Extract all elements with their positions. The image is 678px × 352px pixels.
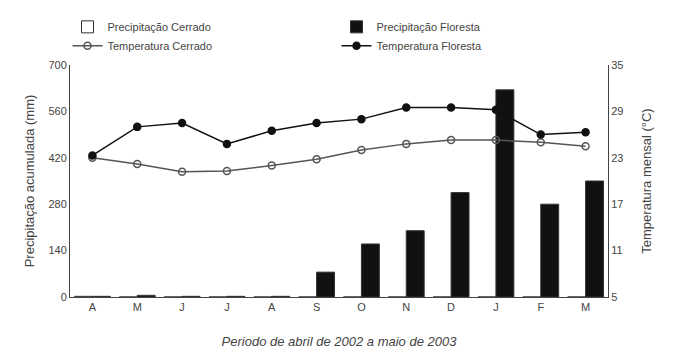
svg-text:420: 420 bbox=[48, 152, 66, 164]
svg-text:M: M bbox=[133, 301, 142, 313]
svg-text:Precipitação Floresta: Precipitação Floresta bbox=[377, 21, 481, 33]
svg-text:J: J bbox=[493, 301, 499, 313]
svg-text:5: 5 bbox=[611, 291, 617, 303]
svg-text:Temperatura Cerrado: Temperatura Cerrado bbox=[108, 40, 213, 52]
svg-text:Temperatura mensal (°C): Temperatura mensal (°C) bbox=[639, 108, 654, 253]
svg-text:0: 0 bbox=[61, 291, 67, 303]
svg-text:S: S bbox=[313, 301, 320, 313]
svg-text:23: 23 bbox=[611, 152, 623, 164]
svg-text:Precipitação acumulada (mm): Precipitação acumulada (mm) bbox=[22, 95, 37, 268]
svg-text:280: 280 bbox=[48, 198, 66, 210]
svg-text:M: M bbox=[581, 301, 590, 313]
svg-text:D: D bbox=[447, 301, 455, 313]
svg-text:35: 35 bbox=[611, 59, 623, 71]
svg-text:140: 140 bbox=[48, 244, 66, 256]
svg-text:A: A bbox=[89, 301, 97, 313]
svg-text:11: 11 bbox=[611, 244, 622, 256]
svg-text:J: J bbox=[179, 301, 185, 313]
svg-text:J: J bbox=[224, 301, 230, 313]
svg-text:700: 700 bbox=[48, 59, 66, 71]
svg-text:29: 29 bbox=[611, 105, 623, 117]
svg-text:A: A bbox=[268, 301, 276, 313]
svg-text:O: O bbox=[357, 301, 366, 313]
svg-text:N: N bbox=[402, 301, 410, 313]
svg-text:17: 17 bbox=[611, 198, 623, 210]
svg-text:Precipitação Cerrado: Precipitação Cerrado bbox=[108, 21, 211, 33]
svg-text:Periodo de abril de 2002 a mai: Periodo de abril de 2002 a maio de 2003 bbox=[222, 334, 458, 349]
svg-text:Temperatura Floresta: Temperatura Floresta bbox=[377, 40, 482, 52]
svg-text:F: F bbox=[537, 301, 544, 313]
svg-text:560: 560 bbox=[48, 105, 66, 117]
